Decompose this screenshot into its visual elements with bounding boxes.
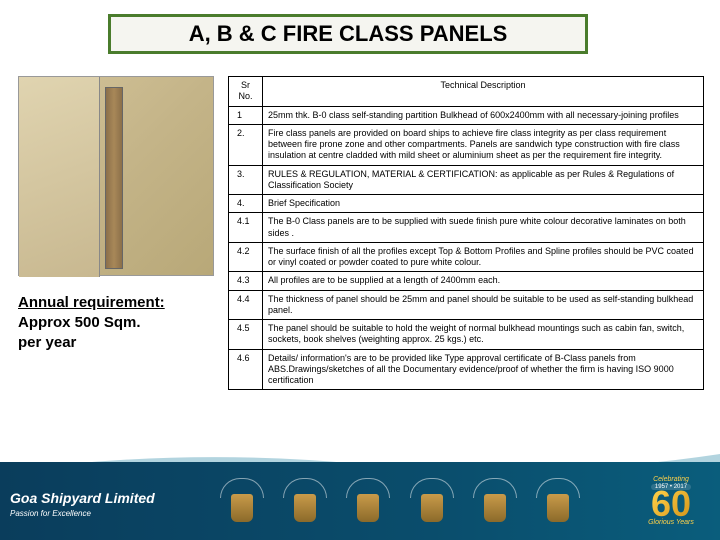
cell-desc: The B-0 Class panels are to be supplied … (263, 213, 704, 243)
cell-sn: 4.5 (229, 320, 263, 350)
glorious-label: Glorious Years (648, 519, 694, 526)
anniversary-number: 60 (651, 490, 691, 519)
cell-desc: Brief Specification (263, 195, 704, 213)
cell-sn: 3. (229, 165, 263, 195)
cell-sn: 4.2 (229, 242, 263, 272)
brand-tagline: Passion for Excellence (10, 509, 190, 518)
cell-sn: 1 (229, 106, 263, 124)
award-item (409, 478, 455, 534)
cell-desc: Fire class panels are provided on board … (263, 124, 704, 165)
table-row: 4.Brief Specification (229, 195, 704, 213)
annual-requirement-block: Annual requirement: Approx 500 Sqm. per … (18, 294, 218, 352)
panel-product-image (18, 76, 214, 276)
cell-sn: 4.4 (229, 290, 263, 320)
cell-desc: 25mm thk. B-0 class self-standing partit… (263, 106, 704, 124)
table-row: 4.4The thickness of panel should be 25mm… (229, 290, 704, 320)
table-row: 2.Fire class panels are provided on boar… (229, 124, 704, 165)
cell-sn: 2. (229, 124, 263, 165)
cell-sn: 4.3 (229, 272, 263, 290)
award-item (219, 478, 265, 534)
cell-desc: The panel should be suitable to hold the… (263, 320, 704, 350)
table-row: 4.6Details/ information's are to be prov… (229, 349, 704, 390)
header-sn: Sr No. (229, 77, 263, 107)
table-row: 125mm thk. B-0 class self-standing parti… (229, 106, 704, 124)
table-header-row: Sr No. Technical Description (229, 77, 704, 107)
cell-sn: 4.1 (229, 213, 263, 243)
table-row: 4.3All profiles are to be supplied at a … (229, 272, 704, 290)
requirement-heading: Annual requirement: (18, 294, 218, 311)
table-row: 4.5The panel should be suitable to hold … (229, 320, 704, 350)
header-desc: Technical Description (263, 77, 704, 107)
award-item (345, 478, 391, 534)
footer-anniversary: Celebrating 1957 • 2017 60 Glorious Year… (632, 466, 710, 536)
cell-sn: 4.6 (229, 349, 263, 390)
spec-table: Sr No. Technical Description 125mm thk. … (228, 76, 704, 390)
requirement-body: Approx 500 Sqm. per year (18, 313, 218, 352)
cell-desc: RULES & REGULATION, MATERIAL & CERTIFICA… (263, 165, 704, 195)
cell-desc: The thickness of panel should be 25mm an… (263, 290, 704, 320)
cell-sn: 4. (229, 195, 263, 213)
table-row: 4.2The surface finish of all the profile… (229, 242, 704, 272)
footer-logo-left: Goa Shipyard Limited Passion for Excelle… (10, 476, 190, 532)
footer-awards (210, 472, 590, 534)
award-item (535, 478, 581, 534)
title-banner: A, B & C FIRE CLASS PANELS (108, 14, 588, 54)
table-row: 3.RULES & REGULATION, MATERIAL & CERTIFI… (229, 165, 704, 195)
cell-desc: Details/ information's are to be provide… (263, 349, 704, 390)
celebrating-label: Celebrating (653, 476, 689, 483)
table-row: 4.1The B-0 Class panels are to be suppli… (229, 213, 704, 243)
brand-name: Goa Shipyard Limited (10, 490, 190, 506)
award-item (472, 478, 518, 534)
cell-desc: The surface finish of all the profiles e… (263, 242, 704, 272)
cell-desc: All profiles are to be supplied at a len… (263, 272, 704, 290)
table-body: 125mm thk. B-0 class self-standing parti… (229, 106, 704, 390)
requirement-line2: per year (18, 334, 76, 351)
page-title: A, B & C FIRE CLASS PANELS (189, 21, 508, 47)
award-item (282, 478, 328, 534)
footer-bar: Goa Shipyard Limited Passion for Excelle… (0, 462, 720, 540)
requirement-line1: Approx 500 Sqm. (18, 314, 141, 331)
